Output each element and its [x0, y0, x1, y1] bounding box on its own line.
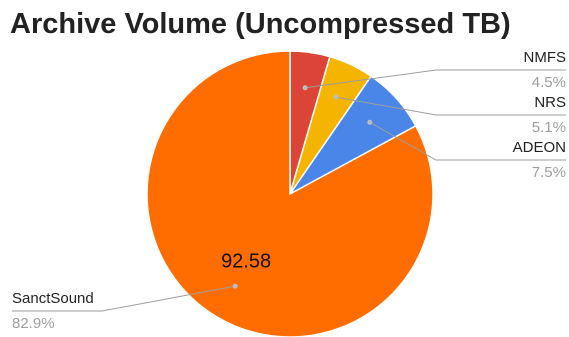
leader-dot-adeon: [367, 119, 373, 125]
slice-label-adeon: ADEON: [513, 139, 566, 156]
leader-line-sanctsound: [12, 285, 236, 312]
slice-percent-sanctsound: 82.9%: [12, 315, 55, 332]
data-label-sanctsound: 92.58: [221, 251, 271, 273]
leader-dot-nrs: [333, 94, 339, 100]
slice-label-nrs: NRS: [534, 94, 566, 111]
leader-line-nrs: [335, 96, 566, 116]
pie-slice-sanctsound: [146, 50, 434, 337]
slice-label-nmfs: NMFS: [524, 49, 567, 66]
slice-labels: NMFS 4.5% NRS 5.1% ADEON 7.5% SanctSound 82.9% 9…: [12, 49, 566, 332]
slice-percent-nmfs: 4.5%: [532, 74, 566, 91]
leader-dot-sanctsound: [232, 283, 238, 289]
chart-title: Archive Volume (Uncompressed TB): [10, 8, 511, 40]
slice-percent-adeon: 7.5%: [532, 164, 566, 181]
leader-line-adeon: [369, 121, 566, 161]
leader-dot-nmfs: [302, 85, 308, 91]
pie-slices: [146, 50, 434, 337]
leader-line-nmfs: [305, 69, 566, 89]
leader-lines: [12, 69, 566, 312]
slice-percent-nrs: 5.1%: [532, 119, 566, 136]
slice-label-sanctsound: SanctSound: [12, 290, 94, 307]
